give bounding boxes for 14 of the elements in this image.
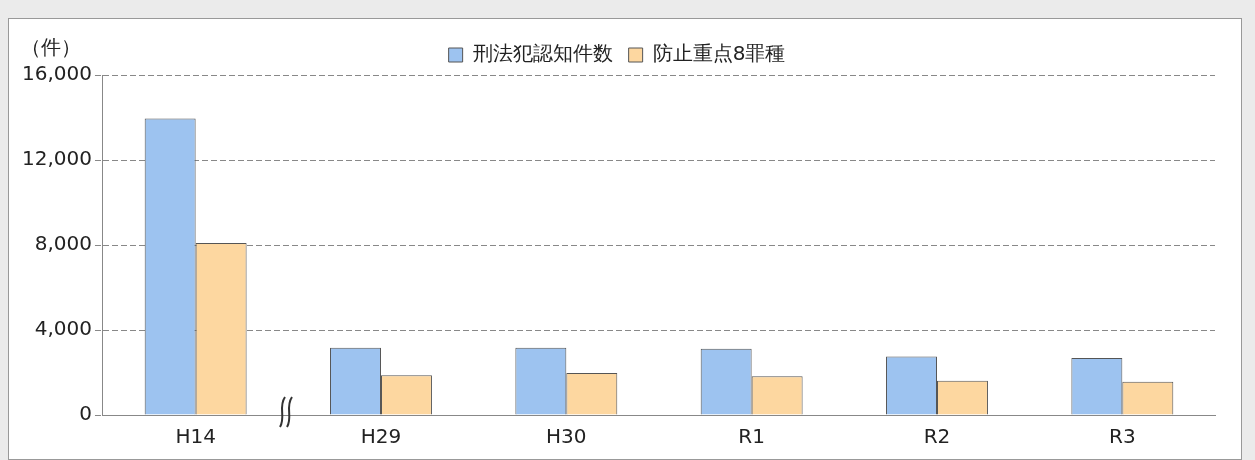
x-tick-label: R3: [1109, 424, 1136, 449]
legend-label: 刑法犯認知件数: [472, 41, 613, 66]
y-tick-label: 16,000: [22, 61, 92, 86]
y-tick-label: 4,000: [34, 316, 92, 341]
y-tick-label: 0: [79, 401, 92, 426]
x-tick-label: H30: [546, 424, 587, 449]
x-tick-label: R1: [738, 424, 765, 449]
y-tick-label: 8,000: [34, 231, 92, 256]
x-tick-label: H14: [175, 424, 216, 449]
y-axis-title: （件）: [20, 35, 81, 60]
x-tick-label: H29: [360, 424, 402, 449]
y-tick-label: 12,000: [22, 146, 92, 171]
x-tick-label: R2: [923, 424, 951, 449]
legend-label: 防止重点8罪種: [652, 41, 786, 66]
